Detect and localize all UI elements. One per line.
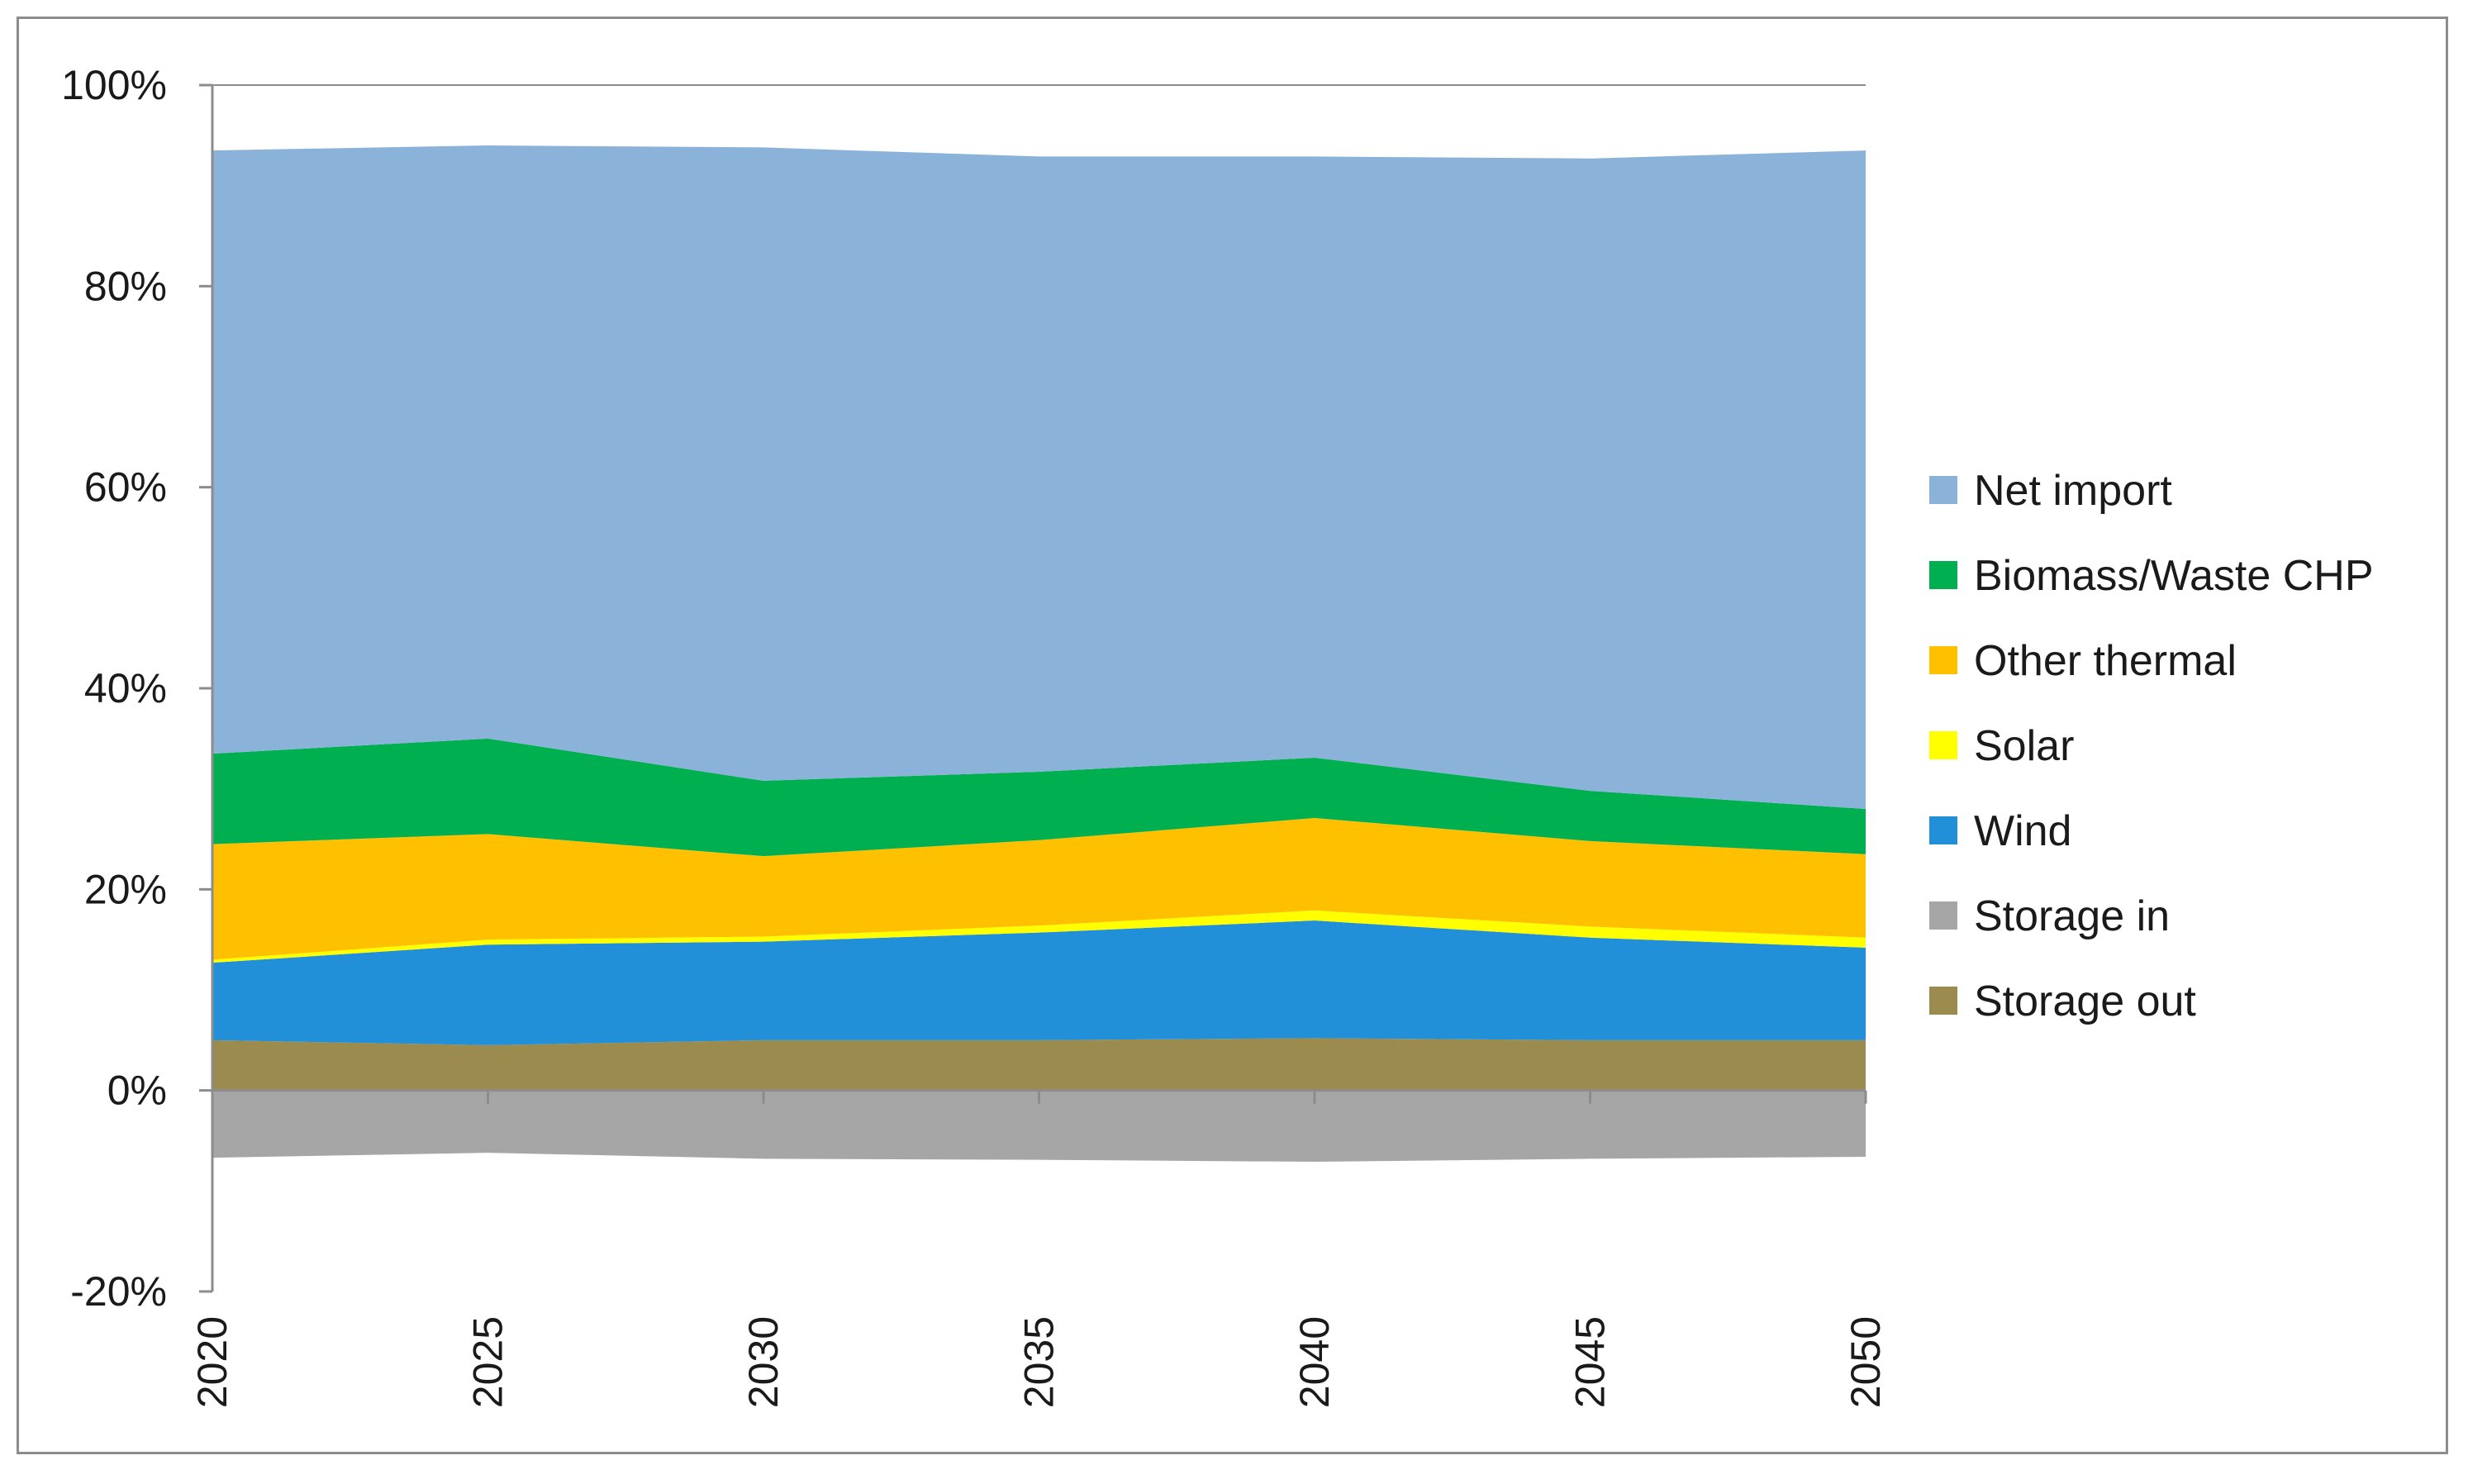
area-wind xyxy=(212,920,1866,1045)
area-storage-out xyxy=(212,1038,1866,1091)
legend-swatch-wind xyxy=(1929,816,1957,844)
x-tick-label: 2035 xyxy=(1016,1316,1063,1408)
x-tick-label: 2050 xyxy=(1843,1316,1889,1408)
area-biomass-waste-chp xyxy=(212,738,1866,857)
legend-swatch-solar xyxy=(1929,731,1957,759)
chart-frame: 100% 80% 60% 40% 20% 0% -20% 2020 2025 2030 2035 2… xyxy=(17,17,2448,1454)
x-axis-ticks: 2020 2025 2030 2035 2040 2045 2050 xyxy=(189,1090,1889,1408)
legend-label-biomass-waste-chp: Biomass/Waste CHP xyxy=(1974,552,2374,600)
y-tick-label: 20% xyxy=(84,866,167,912)
x-tick-label: 2025 xyxy=(465,1316,511,1408)
x-tick-label: 2040 xyxy=(1291,1316,1338,1408)
area-other-thermal xyxy=(212,817,1866,960)
legend: Net import Biomass/Waste CHP Other thermal… xyxy=(1929,467,2374,1025)
legend-swatch-storage-in xyxy=(1929,901,1957,930)
legend-label-other-thermal: Other thermal xyxy=(1974,637,2237,685)
y-tick-label: -20% xyxy=(70,1268,167,1315)
legend-label-net-import: Net import xyxy=(1974,467,2172,515)
legend-swatch-storage-out xyxy=(1929,987,1957,1015)
stacked-area-chart: 100%80%60%40%20%0%-20% 2020 2025 2030 2035 2… xyxy=(61,62,2374,1408)
legend-label-storage-in: Storage in xyxy=(1974,892,2170,940)
area-storage-in xyxy=(212,1090,1866,1163)
y-tick-label: 60% xyxy=(84,464,167,511)
y-tick-label: 100% xyxy=(61,62,167,108)
legend-swatch-other-thermal xyxy=(1929,646,1957,674)
area-solar xyxy=(212,910,1866,963)
area-layer xyxy=(212,145,1866,1163)
legend-swatch-net-import xyxy=(1929,476,1957,504)
x-tick-label: 2030 xyxy=(740,1316,787,1408)
x-tick-label: 2045 xyxy=(1567,1316,1614,1408)
area-net-import xyxy=(212,145,1866,809)
legend-swatch-biomass-waste-chp xyxy=(1929,561,1957,589)
y-tick-label: 80% xyxy=(84,263,167,309)
y-tick-label: 0% xyxy=(107,1068,167,1114)
y-tick-label: 40% xyxy=(84,665,167,711)
x-tick-label: 2020 xyxy=(189,1316,235,1408)
legend-label-storage-out: Storage out xyxy=(1974,977,2196,1025)
y-axis-ticks: 100% 80% 60% 40% 20% 0% -20% xyxy=(61,62,212,1315)
legend-label-solar: Solar xyxy=(1974,722,2074,770)
legend-label-wind: Wind xyxy=(1974,807,2071,855)
